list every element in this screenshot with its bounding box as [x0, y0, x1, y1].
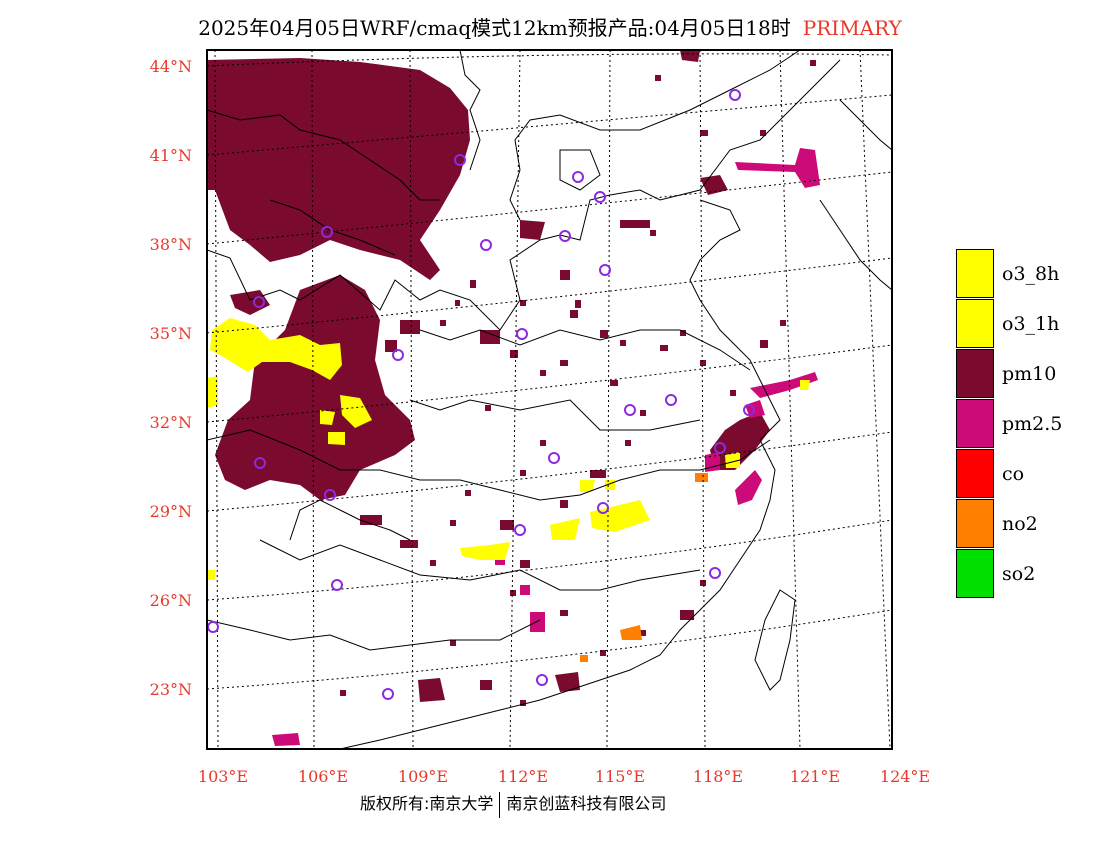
lat-label: 35°N [150, 324, 192, 343]
footer-separator [499, 791, 501, 818]
lat-label: 38°N [150, 235, 192, 254]
lat-label: 32°N [150, 413, 192, 432]
legend-label: no2 [1002, 513, 1038, 535]
legend-label: o3_1h [1002, 313, 1060, 335]
lat-labels: 44°N 41°N 38°N 35°N 32°N 29°N 26°N 23°N [150, 57, 192, 699]
copyright-right: 南京创蓝科技有限公司 [506, 794, 667, 813]
lon-label: 109°E [398, 767, 448, 786]
lat-label: 44°N [150, 57, 192, 76]
lon-label: 103°E [198, 767, 248, 786]
lon-label: 118°E [693, 767, 743, 786]
map-frame [206, 49, 893, 750]
graticule [207, 50, 892, 749]
station-markers [207, 89, 755, 700]
legend-label: co [1002, 463, 1025, 485]
title-tag: PRIMARY [802, 16, 902, 40]
pm25-areas [272, 148, 820, 746]
map-title: 2025年04月05日WRF/cmaq模式12km预报产品:04月05日18时 P… [0, 12, 1100, 41]
province-borders [207, 50, 892, 749]
legend-swatch [956, 249, 994, 298]
legend-swatch [956, 399, 994, 448]
lat-label: 41°N [150, 146, 192, 165]
lon-label: 124°E [880, 767, 930, 786]
lon-label: 112°E [498, 767, 548, 786]
legend-swatch [956, 549, 994, 598]
copyright-footer: 版权所有:南京大学 南京创蓝科技有限公司 [360, 790, 666, 818]
legend-swatch [956, 349, 994, 398]
lat-label: 29°N [150, 502, 192, 521]
lon-label: 121°E [790, 767, 840, 786]
copyright-left: 版权所有:南京大学 [360, 794, 494, 813]
lon-label: 106°E [298, 767, 348, 786]
lon-label: 115°E [595, 767, 645, 786]
pm10-specks [340, 60, 816, 706]
lon-labels: 103°E 106°E 109°E 112°E 115°E 118°E 121°… [198, 767, 930, 786]
legend-label: so2 [1002, 563, 1036, 585]
legend-swatch [956, 499, 994, 548]
title-text: 2025年04月05日WRF/cmaq模式12km预报产品:04月05日18时 [198, 16, 791, 40]
no2-areas [580, 473, 708, 662]
o3-areas [207, 318, 810, 580]
legend-swatch [956, 449, 994, 498]
legend-label: pm2.5 [1002, 413, 1063, 435]
pm10-areas [207, 50, 770, 702]
lat-label: 23°N [150, 680, 192, 699]
legend-label: o3_8h [1002, 263, 1060, 285]
lat-label: 26°N [150, 591, 192, 610]
legend-label: pm10 [1002, 363, 1057, 385]
legend-swatch [956, 299, 994, 348]
